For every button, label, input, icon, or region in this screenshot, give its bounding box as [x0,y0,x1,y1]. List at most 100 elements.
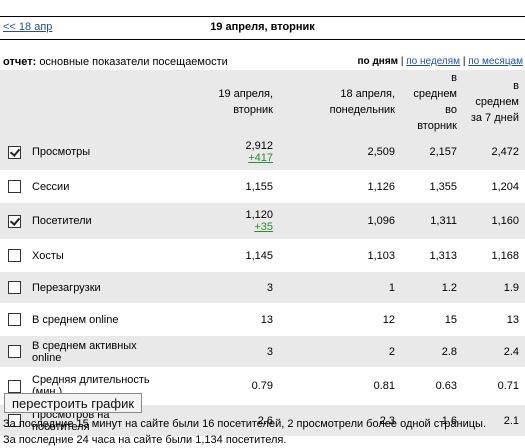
table-row: Хосты 1,145 1,103 1,313 1,168 [0,239,525,272]
metric-checkbox[interactable] [8,345,21,358]
column-header-line: в среднем [413,72,457,100]
value-avg-7: 13 [463,303,525,336]
value-avg-tue: 1,313 [401,239,463,272]
value-avg-7: 2.4 [463,335,525,368]
header-spacer [0,70,30,134]
metric-label: Просмотры [30,134,167,171]
value-avg-tue: 1,311 [401,202,463,240]
metric-label: Хосты [30,239,167,272]
value-yesterday: 1,126 [279,170,401,203]
value-today-number: 3 [266,281,273,294]
value-yesterday: 2,509 [279,134,401,171]
table-row: Просмотров на посетителя 2.6 2.3 1.6 2.1 [0,404,525,437]
value-avg-tue: 2.8 [401,335,463,368]
metric-checkbox-cell [0,303,30,336]
value-today: 2,912 +417 [167,134,279,171]
value-avg-tue: 1.2 [401,271,463,304]
value-yesterday: 1 [279,271,401,304]
view-by-month-link[interactable]: по месяцам [468,56,523,67]
info-last-24-hours: За последние 24 часа на сайте были 1,134… [3,434,287,446]
metric-checkbox-cell [0,239,30,272]
value-avg-tue: 1,355 [401,170,463,203]
metric-checkbox-cell [0,335,30,368]
report-name: основные показатели посещаемости [39,56,228,68]
column-header-line: вторник [417,120,457,132]
metric-checkbox-cell [0,202,30,240]
value-today: 3 [167,271,279,304]
column-header-yesterday: 18 апреля, понедельник [279,70,401,134]
value-avg-7: 2.1 [463,404,525,437]
metric-checkbox-cell [0,271,30,304]
table-header-row: 19 апреля, вторник 18 апреля, понедельни… [0,70,525,134]
metric-label: В среднем online [30,303,167,336]
view-separator: | [400,56,404,67]
column-header-line: за 7 дней [470,112,519,124]
metric-checkbox[interactable] [8,249,21,262]
value-yesterday: 2.3 [279,404,401,437]
rebuild-chart-button[interactable]: перестроить график [4,393,142,413]
value-avg-tue: 1.6 [401,404,463,437]
view-by-day: по дням [357,56,399,67]
value-avg-tue: 0.63 [401,367,463,405]
column-header-avg-7-days: в среднем за 7 дней [463,70,525,134]
value-today: 13 [167,303,279,336]
value-avg-7: 1,168 [463,239,525,272]
metric-checkbox[interactable] [8,180,21,193]
value-avg-tue: 2,157 [401,134,463,171]
table-row: Перезагрузки 3 1 1.2 1.9 [0,271,525,304]
table-row: Сессии 1,155 1,126 1,355 1,204 [0,170,525,203]
value-today-number: 1,155 [245,180,273,193]
value-avg-tue: 15 [401,303,463,336]
metric-label: В среднем активных online [30,335,167,368]
metric-checkbox[interactable] [8,414,21,427]
column-header-line: понедельник [329,104,395,116]
view-separator: | [462,56,466,67]
stats-table: 19 апреля, вторник 18 апреля, понедельни… [0,70,525,437]
table-row: Средняя длительность (мин.) 0.79 0.81 0.63 0… [0,367,525,405]
column-header-avg-tuesday: в среднем во вторник [401,70,463,134]
value-delta-link[interactable]: +35 [254,221,273,233]
value-today-number: 3 [266,345,273,358]
header-spacer [30,70,167,134]
metric-label: Перезагрузки [30,271,167,304]
column-header-line: во [445,104,457,116]
value-avg-7: 1,204 [463,170,525,203]
info-last-15-minutes: За последние 15 минут на сайте были 16 п… [3,418,487,430]
value-today: 2.6 [167,404,279,437]
metric-checkbox[interactable] [8,214,21,228]
value-yesterday: 1,103 [279,239,401,272]
metric-checkbox[interactable] [8,145,21,159]
current-date-title: 19 апреля, вторник [210,21,315,33]
metric-checkbox[interactable] [8,379,21,393]
view-by-week-link[interactable]: по неделям [406,56,461,67]
column-header-today: 19 апреля, вторник [167,70,279,134]
metric-checkbox-cell [0,170,30,203]
table-row: Просмотры 2,912 +417 2,509 2,157 2,472 [0,134,525,171]
value-delta-link[interactable]: +417 [248,152,273,164]
report-line: отчет: основные показатели посещаемости [3,56,228,68]
table-row: В среднем online 13 12 15 13 [0,303,525,336]
table-row: Посетители 1,120 +35 1,096 1,311 1,160 [0,202,525,240]
date-navigation-bar: << 18 апр 19 апреля, вторник [0,16,525,40]
value-avg-7: 0.71 [463,367,525,405]
value-today-number: 1,145 [245,249,273,262]
metric-label: Посетители [30,202,167,240]
value-yesterday: 2 [279,335,401,368]
value-today-number: 2,912 [245,140,273,152]
value-today-number: 2.6 [257,414,273,427]
value-today: 1,155 [167,170,279,203]
metric-checkbox-cell [0,134,30,171]
metric-checkbox[interactable] [8,313,21,326]
metric-label: Сессии [30,170,167,203]
value-today-number: 13 [260,313,273,326]
metric-checkbox[interactable] [8,281,21,294]
column-header-line: 19 апреля, [218,88,273,100]
value-yesterday: 12 [279,303,401,336]
value-avg-7: 2,472 [463,134,525,171]
value-avg-7: 1.9 [463,271,525,304]
column-header-line: 18 апреля, [340,88,395,100]
previous-day-link[interactable]: << 18 апр [3,21,53,33]
value-today: 3 [167,335,279,368]
value-yesterday: 1,096 [279,202,401,240]
value-today: 1,145 [167,239,279,272]
